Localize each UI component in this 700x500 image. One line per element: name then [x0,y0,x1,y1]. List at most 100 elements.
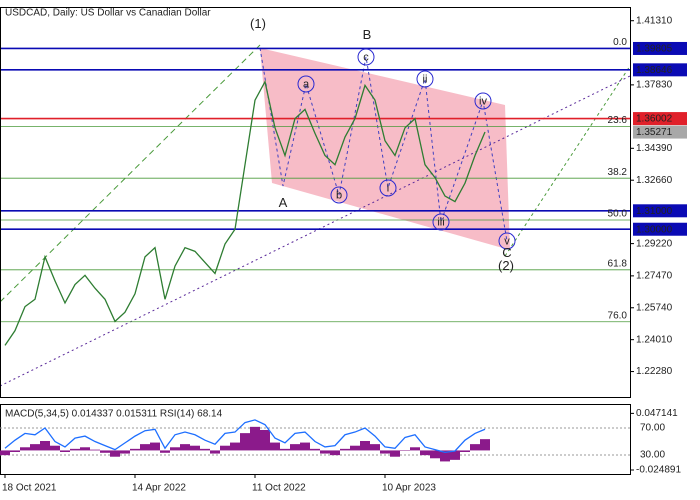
wave-circle [416,70,434,88]
y-tick-label: 1.37830 [636,80,673,91]
macd-bar [320,450,330,454]
macd-bar [450,450,460,460]
y-tick-label: 1.29220 [636,238,673,249]
trend-line [0,44,261,303]
y2-tick-label: 70.00 [640,423,665,434]
level-label: 1.36002 [636,114,673,125]
macd-bar [100,450,110,453]
chart-title: USDCAD, Daily: US Dollar vs Canadian Dol… [5,8,211,19]
macd-bar [70,448,80,451]
wave-label: B [363,27,372,42]
fib-label: 61.8 [608,258,628,269]
macd-bar [60,450,70,452]
macd-bar [410,447,420,451]
wave-label: c [363,51,369,63]
macd-bar [180,444,190,451]
indicator-panel [0,404,631,475]
wave-label: (1) [250,16,266,31]
wave-circle [379,179,397,197]
macd-bar [400,450,410,451]
macd-bar [90,449,100,451]
wave-label: v [504,235,510,247]
wave-label: i [387,182,389,194]
wave-circle [474,92,492,110]
price-line [4,79,486,346]
fib-label: 50.0 [608,209,628,220]
wave-circle [297,75,315,93]
macd-bar [140,444,150,451]
wave-circle [357,48,375,66]
macd-bar [250,426,260,451]
macd-bar [240,433,250,451]
level-box [633,112,687,126]
level-box [633,63,687,77]
y-tick-label: 1.25740 [636,302,673,313]
macd-bar [110,450,120,457]
macd-bar [20,447,30,451]
level-box [633,125,687,139]
x-tick-label: 18 Oct 2021 [2,483,57,494]
price-panel [0,7,631,398]
macd-bar [0,450,10,456]
x-tick-label: 14 Apr 2022 [132,483,186,494]
wave-label: iv [479,95,487,107]
y-tick-label: 1.41310 [636,15,673,26]
x-tick-label: 11 Oct 2022 [252,483,306,494]
wave-label: C [502,245,511,260]
y-tick-label: 1.34390 [636,143,673,154]
macd-bar [190,445,200,451]
wave-label: ii [423,73,428,85]
macd-bar [170,447,180,451]
y2-tick-label: 30.00 [640,450,665,461]
indicator-title: MACD(5,34,5) 0.014337 0.015311 RSI(14) 6… [5,409,223,420]
rsi-line [4,419,486,454]
wave-label: A [279,195,288,210]
macd-bar [290,444,300,451]
y-tick-label: 0.047141 [636,408,678,419]
wave-channel [260,48,510,250]
macd-bar [420,450,430,456]
macd-bar [200,448,210,451]
y-tick-label: 1.22280 [636,366,673,377]
y-tick-label: -0.024891 [636,465,681,476]
macd-bar [480,439,490,451]
macd-bar [120,450,130,454]
macd-bar [230,442,240,451]
level-box [633,222,687,236]
macd-bar [80,447,90,451]
macd-bar [370,444,380,451]
macd-bar [130,448,140,451]
x-tick-label: 10 Apr 2023 [382,483,436,494]
level-box [633,41,687,55]
macd-bar [210,450,220,454]
y-tick-label: 1.32660 [636,175,673,186]
macd-bar [50,445,60,451]
macd-bar [280,448,290,451]
trend-line [0,75,631,387]
macd-bar [160,450,170,453]
fib-label: 76.0 [608,310,628,321]
level-label: 1.35271 [636,127,673,138]
fib-label: 38.2 [608,167,628,178]
macd-bar [470,444,480,451]
level-label: 1.31000 [636,206,673,217]
wave-path [259,47,508,242]
macd-bar [260,429,270,451]
wave-label: iii [437,216,444,228]
macd-bar [430,450,440,459]
macd-bar [330,450,340,456]
macd-bar [350,445,360,451]
macd-bar [150,442,160,451]
y-tick-label: 1.24010 [636,334,673,345]
wave-circle [330,186,348,204]
y-tick-label: 1.27470 [636,271,673,282]
wave-label: b [336,189,342,201]
macd-bar [300,442,310,451]
macd-bar [390,450,400,457]
macd-bar [440,450,450,462]
level-box [633,204,687,218]
wave-circle [432,213,450,231]
level-label: 1.39805 [636,44,673,55]
macd-bar [340,448,350,451]
